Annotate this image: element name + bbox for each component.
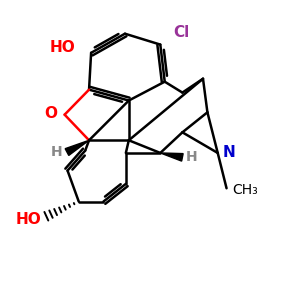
Text: N: N — [223, 145, 236, 160]
Text: H: H — [51, 145, 62, 159]
Text: Cl: Cl — [174, 25, 190, 40]
Text: HO: HO — [15, 212, 41, 227]
Polygon shape — [65, 140, 89, 155]
Polygon shape — [160, 153, 183, 161]
Text: HO: HO — [49, 40, 75, 55]
Text: H: H — [186, 150, 197, 164]
Text: CH₃: CH₃ — [232, 183, 258, 197]
Text: O: O — [44, 106, 57, 121]
